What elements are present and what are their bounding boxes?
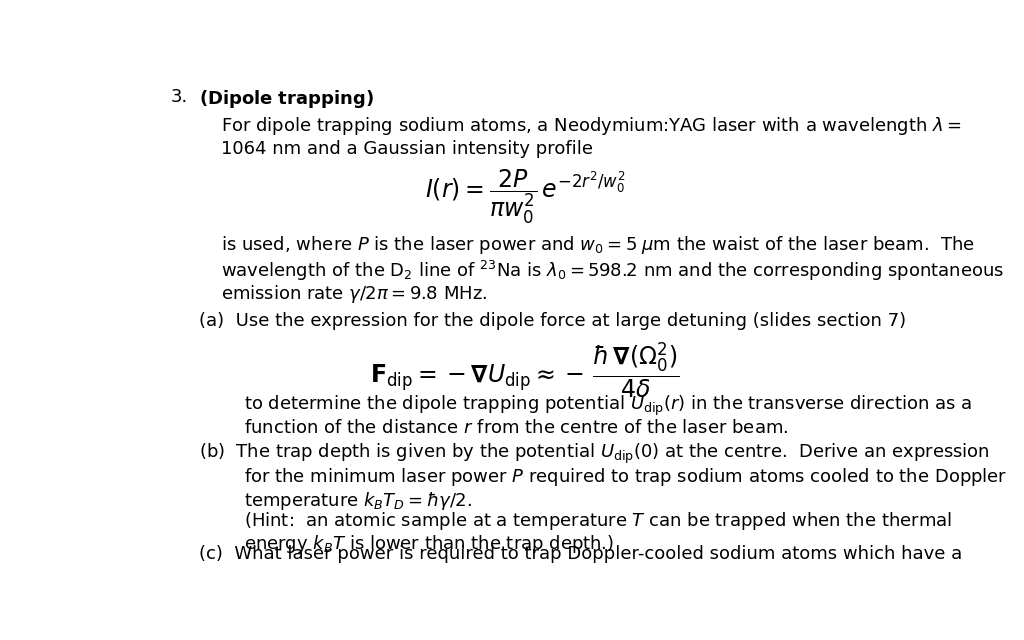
Text: wavelength of the D$_2$ line of $^{23}$Na is $\lambda_0 = 598.2$ nm and the corr: wavelength of the D$_2$ line of $^{23}$N…: [221, 259, 1005, 283]
Text: temperature $k_BT_D = \hbar\gamma/2$.: temperature $k_BT_D = \hbar\gamma/2$.: [245, 490, 472, 512]
Text: 3.: 3.: [171, 88, 187, 106]
Text: $\mathbf{F}_{\mathrm{dip}} = -\boldsymbol{\nabla} U_{\mathrm{dip}} \approx -\,\d: $\mathbf{F}_{\mathrm{dip}} = -\boldsymbo…: [371, 340, 679, 400]
Text: to determine the dipole trapping potential $U_{\mathrm{dip}}(r)$ in the transver: to determine the dipole trapping potenti…: [245, 394, 973, 419]
Text: emission rate $\gamma/2\pi = 9.8$ MHz.: emission rate $\gamma/2\pi = 9.8$ MHz.: [221, 283, 487, 305]
Text: energy $k_BT$ is lower than the trap depth.): energy $k_BT$ is lower than the trap dep…: [245, 533, 614, 556]
Text: (Hint:  an atomic sample at a temperature $T$ can be trapped when the thermal: (Hint: an atomic sample at a temperature…: [245, 509, 952, 532]
Text: $I(r) = \dfrac{2P}{\pi w_0^2}\, e^{-2r^2/w_0^2}$: $I(r) = \dfrac{2P}{\pi w_0^2}\, e^{-2r^2…: [425, 168, 625, 227]
Text: (c)  What laser power is required to trap Doppler-cooled sodium atoms which have: (c) What laser power is required to trap…: [200, 545, 963, 563]
Text: 1064 nm and a Gaussian intensity profile: 1064 nm and a Gaussian intensity profile: [221, 140, 593, 158]
Text: (b)  The trap depth is given by the potential $U_{\mathrm{dip}}(0)$ at the centr: (b) The trap depth is given by the poten…: [200, 442, 990, 466]
Text: (a)  Use the expression for the dipole force at large detuning (slides section 7: (a) Use the expression for the dipole fo…: [200, 312, 906, 330]
Text: For dipole trapping sodium atoms, a Neodymium:YAG laser with a wavelength $\lamb: For dipole trapping sodium atoms, a Neod…: [221, 115, 962, 138]
Text: $\mathbf{(Dipole\ trapping)}$: $\mathbf{(Dipole\ trapping)}$: [200, 88, 374, 109]
Text: for the minimum laser power $P$ required to trap sodium atoms cooled to the Dopp: for the minimum laser power $P$ required…: [245, 467, 1008, 488]
Text: is used, where $P$ is the laser power and $w_0 = 5\;\mu$m the waist of the laser: is used, where $P$ is the laser power an…: [221, 234, 975, 256]
Text: function of the distance $r$ from the centre of the laser beam.: function of the distance $r$ from the ce…: [245, 419, 788, 436]
